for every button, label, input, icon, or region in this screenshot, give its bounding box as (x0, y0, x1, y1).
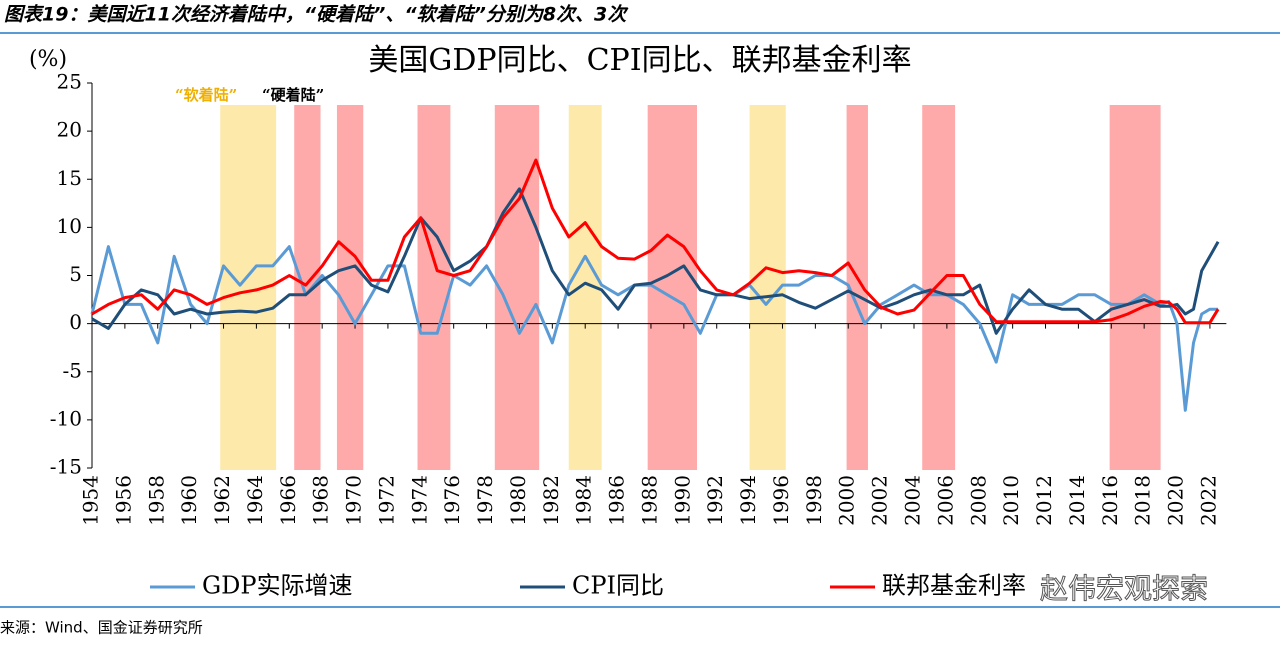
x-tick-label: 2014 (1065, 475, 1089, 526)
x-tick-label: 1956 (111, 475, 135, 526)
x-tick-label: 1998 (802, 475, 826, 526)
legend-label: CPI同比 (572, 572, 664, 600)
y-tick-label: 0 (69, 310, 82, 334)
y-tick-label: 10 (57, 214, 82, 238)
x-tick-label: 1972 (374, 475, 398, 526)
series-line (91, 187, 1220, 335)
band-legend: “软着陆” (175, 86, 237, 104)
x-tick-label: 1988 (637, 475, 661, 526)
y-tick-label: 25 (57, 70, 82, 94)
x-tick-label: 1954 (79, 475, 103, 526)
x-tick-label: 2018 (1131, 475, 1155, 526)
x-tick-label: 1964 (243, 475, 267, 526)
x-tick-label: 1984 (572, 475, 596, 526)
x-tick-label: 1980 (506, 475, 530, 526)
y-tick-label: 5 (69, 262, 82, 286)
x-tick-label: 1966 (276, 475, 300, 526)
x-tick-label: 1976 (440, 475, 464, 526)
x-tick-label: 1992 (703, 475, 727, 526)
x-tick-label: 2012 (1032, 475, 1056, 526)
x-tick-label: 1986 (605, 475, 629, 526)
legend-label: GDP实际增速 (202, 572, 353, 600)
source: 来源：Wind、国金证券研究所 (0, 619, 203, 637)
y-tick-label: 20 (57, 118, 82, 142)
x-tick-label: 1958 (144, 475, 168, 526)
header: 图表19：美国近11次经济着陆中，“硬着陆”、“软着陆”分别为8次、3次 (4, 4, 629, 26)
y-tick-label: -15 (50, 455, 82, 479)
chart-title: 美国GDP同比、CPI同比、联邦基金利率 (368, 43, 911, 78)
x-tick-label: 2010 (999, 475, 1023, 526)
landing-band (922, 105, 956, 470)
y-tick-label: -10 (50, 406, 82, 430)
band-legend: “硬着陆” (262, 86, 324, 104)
y-tick-label: -5 (63, 358, 82, 382)
x-tick-label: 2022 (1196, 475, 1220, 526)
landing-band (417, 105, 451, 470)
x-tick-label: 1996 (769, 475, 793, 526)
series-line (90, 245, 1219, 412)
x-tick-label: 2020 (1164, 475, 1188, 526)
x-tick-label: 1978 (473, 475, 497, 526)
y-tick-label: 15 (57, 166, 82, 190)
watermark: 赵伟宏观探索 (1040, 572, 1208, 605)
x-tick-label: 1962 (210, 475, 234, 526)
x-tick-label: 1982 (539, 475, 563, 526)
legend-label: 联邦基金利率 (882, 572, 1026, 600)
landing-band (494, 105, 540, 470)
x-tick-label: 1974 (407, 475, 431, 526)
x-tick-label: 2006 (933, 475, 957, 526)
x-tick-label: 2002 (868, 475, 892, 526)
x-tick-label: 1990 (670, 475, 694, 526)
landing-band (1109, 105, 1161, 470)
y-axis-label: (%) (29, 47, 67, 72)
x-tick-label: 1970 (342, 475, 366, 526)
x-tick-label: 1960 (177, 475, 201, 526)
x-tick-label: 2016 (1098, 475, 1122, 526)
x-tick-label: 2004 (901, 475, 925, 526)
x-tick-label: 1968 (309, 475, 333, 526)
landing-band (294, 105, 321, 470)
x-tick-label: 1994 (736, 475, 760, 526)
x-tick-label: 2000 (835, 475, 859, 526)
x-tick-label: 2008 (966, 475, 990, 526)
landing-band (846, 105, 868, 470)
landing-band (336, 105, 364, 470)
series-line (91, 158, 1220, 325)
